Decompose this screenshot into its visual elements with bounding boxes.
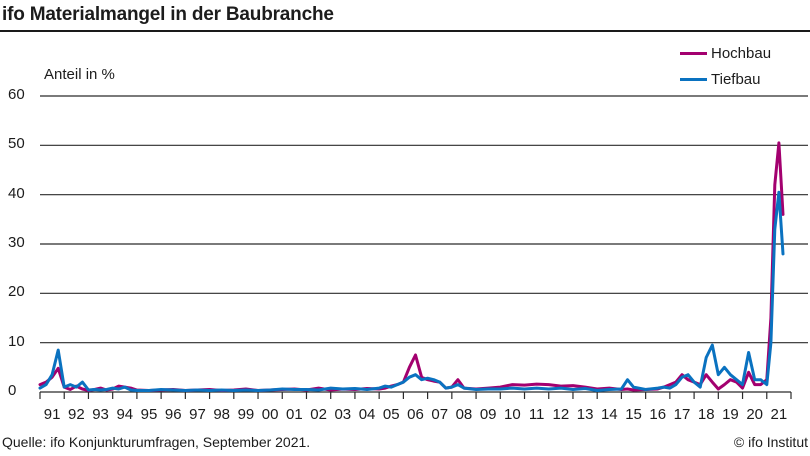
x-tick-label: 17 [673, 406, 691, 423]
y-axis-label: Anteil in % [44, 66, 115, 83]
x-tick-label: 16 [649, 406, 667, 423]
source-note: Quelle: ifo Konjunkturumfragen, Septembe… [2, 434, 311, 450]
x-tick-label: 15 [625, 406, 642, 423]
legend-item-hochbau: Hochbau [680, 40, 771, 66]
x-axis [39, 391, 792, 399]
x-tick-label: 02 [310, 406, 327, 423]
title-divider [0, 30, 810, 32]
x-tick-label: 06 [407, 406, 424, 423]
x-tick-label: 03 [334, 406, 352, 423]
x-tick-label: 08 [455, 406, 473, 423]
series-lines [38, 141, 785, 392]
x-tick-label: 00 [261, 406, 279, 423]
x-tick-label: 95 [140, 406, 158, 423]
x-tick-label: 94 [116, 406, 134, 423]
legend-swatch-hochbau [680, 51, 707, 55]
x-tick-label: 18 [697, 406, 715, 423]
y-tick-label: 20 [8, 283, 25, 301]
legend: Hochbau Tiefbau [680, 40, 771, 92]
y-tick-label: 30 [8, 234, 25, 251]
x-tick-label: 91 [43, 406, 61, 423]
x-tick-label: 96 [164, 406, 182, 423]
x-tick-label: 07 [431, 406, 449, 423]
series-line-tiefbau [38, 190, 785, 392]
legend-label-tiefbau: Tiefbau [711, 70, 761, 88]
x-tick-label: 01 [286, 406, 303, 423]
x-tick-label: 20 [746, 406, 763, 423]
copyright-note: © ifo Institut [733, 434, 808, 450]
y-tick-label: 60 [8, 86, 25, 103]
x-tick-label: 93 [92, 406, 109, 423]
x-tick-label: 12 [552, 406, 570, 423]
legend-swatch-tiefbau [680, 77, 707, 81]
x-tick-label: 98 [213, 406, 231, 423]
x-tick-label: 99 [237, 406, 255, 423]
x-tick-label: 14 [600, 406, 618, 423]
x-tick-label: 11 [528, 406, 545, 423]
x-tick-label: 04 [358, 406, 376, 423]
gridlines [40, 95, 808, 344]
x-tick-label: 21 [770, 406, 788, 423]
x-tick-label: 19 [722, 406, 739, 423]
x-tick-label: 92 [67, 406, 85, 423]
y-tick-label: 50 [8, 135, 25, 153]
x-tick-label: 05 [382, 406, 400, 423]
chart-title: ifo Materialmangel in der Baubranche [2, 4, 334, 25]
legend-label-hochbau: Hochbau [711, 44, 772, 62]
legend-item-tiefbau: Tiefbau [680, 66, 771, 92]
x-tick-label: 10 [504, 406, 521, 423]
x-tick-label: 09 [479, 406, 497, 423]
x-tick-label: 97 [189, 406, 206, 423]
y-tick-label: 0 [8, 382, 17, 399]
y-tick-label: 40 [8, 184, 25, 202]
x-tick-label: 13 [576, 406, 594, 423]
y-tick-label: 10 [8, 332, 25, 350]
series-line-hochbau [38, 141, 785, 392]
